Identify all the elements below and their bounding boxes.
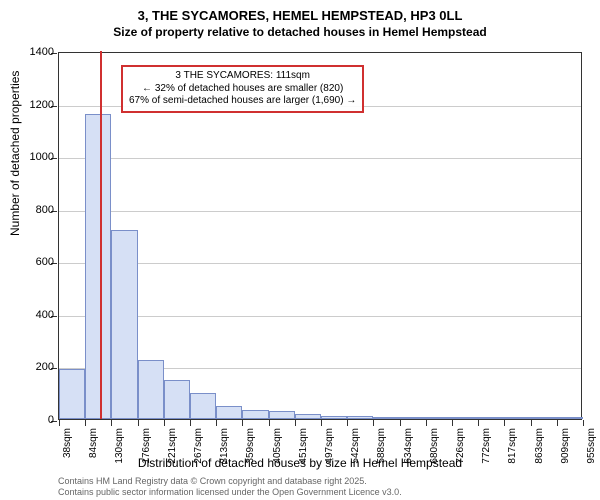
histogram-bar (59, 369, 85, 419)
annotation-line: ← 32% of detached houses are smaller (82… (129, 83, 356, 96)
y-tick-label: 600 (36, 256, 54, 268)
histogram-bar (426, 417, 452, 419)
histogram-bar (85, 114, 111, 419)
x-tick (321, 420, 322, 426)
highlight-line (100, 51, 102, 419)
x-tick-label: 313sqm (219, 428, 230, 468)
histogram-bar (531, 417, 557, 419)
x-tick (452, 420, 453, 426)
x-tick-label: 588sqm (376, 428, 387, 468)
histogram-bar (242, 410, 268, 419)
histogram-bar (400, 417, 426, 419)
histogram-bar (216, 406, 242, 419)
annotation-line: 3 THE SYCAMORES: 111sqm (129, 70, 356, 83)
histogram-bar (190, 393, 216, 419)
plot-area: 3 THE SYCAMORES: 111sqm← 32% of detached… (58, 52, 582, 420)
histogram-bar (557, 417, 583, 419)
y-tick-label: 400 (36, 309, 54, 321)
annotation-line: 67% of semi-detached houses are larger (… (129, 95, 356, 108)
histogram-bar (504, 417, 530, 419)
histogram-bar (295, 414, 321, 419)
x-tick (242, 420, 243, 426)
x-tick (478, 420, 479, 426)
x-tick (426, 420, 427, 426)
x-tick (557, 420, 558, 426)
histogram-bar (373, 417, 399, 419)
x-tick (373, 420, 374, 426)
x-tick (216, 420, 217, 426)
gridline (59, 158, 581, 159)
x-tick (138, 420, 139, 426)
x-tick-label: 451sqm (298, 428, 309, 468)
x-tick (347, 420, 348, 426)
x-tick (295, 420, 296, 426)
x-tick-label: 909sqm (560, 428, 571, 468)
x-tick (85, 420, 86, 426)
x-tick-label: 359sqm (245, 428, 256, 468)
y-tick-label: 1200 (30, 99, 54, 111)
x-tick-label: 726sqm (455, 428, 466, 468)
x-tick-label: 267sqm (193, 428, 204, 468)
gridline (59, 211, 581, 212)
x-tick (164, 420, 165, 426)
x-tick (111, 420, 112, 426)
footer-line-1: Contains HM Land Registry data © Crown c… (58, 476, 402, 487)
x-tick-label: 130sqm (114, 428, 125, 468)
x-tick-label: 817sqm (507, 428, 518, 468)
property-size-chart: 3, THE SYCAMORES, HEMEL HEMPSTEAD, HP3 0… (0, 0, 600, 500)
footer-line-2: Contains public sector information licen… (58, 487, 402, 498)
x-tick-label: 38sqm (62, 428, 73, 468)
annotation-box: 3 THE SYCAMORES: 111sqm← 32% of detached… (121, 65, 364, 113)
x-tick-label: 405sqm (272, 428, 283, 468)
chart-title-main: 3, THE SYCAMORES, HEMEL HEMPSTEAD, HP3 0… (0, 0, 600, 23)
chart-title-sub: Size of property relative to detached ho… (0, 23, 600, 43)
histogram-bar (347, 416, 373, 419)
x-tick (504, 420, 505, 426)
histogram-bar (111, 230, 137, 419)
y-tick-label: 1000 (30, 151, 54, 163)
histogram-bar (478, 417, 504, 419)
x-tick (190, 420, 191, 426)
histogram-bar (138, 360, 164, 419)
x-tick-label: 84sqm (88, 428, 99, 468)
x-tick-label: 680sqm (429, 428, 440, 468)
x-tick-label: 542sqm (350, 428, 361, 468)
x-tick (269, 420, 270, 426)
y-axis-title: Number of detached properties (8, 71, 22, 236)
x-tick-label: 955sqm (586, 428, 597, 468)
y-tick-label: 1400 (30, 46, 54, 58)
histogram-bar (452, 417, 478, 419)
x-tick-label: 863sqm (534, 428, 545, 468)
x-tick-label: 176sqm (141, 428, 152, 468)
x-tick-label: 497sqm (324, 428, 335, 468)
histogram-bar (164, 380, 190, 419)
y-tick-label: 200 (36, 361, 54, 373)
histogram-bar (321, 416, 347, 419)
x-tick-label: 772sqm (481, 428, 492, 468)
x-tick (59, 420, 60, 426)
x-tick (583, 420, 584, 426)
x-tick-label: 221sqm (167, 428, 178, 468)
y-tick-label: 800 (36, 204, 54, 216)
x-tick-label: 634sqm (403, 428, 414, 468)
y-tick-label: 0 (48, 414, 54, 426)
footer-note: Contains HM Land Registry data © Crown c… (58, 476, 402, 498)
x-tick (400, 420, 401, 426)
x-tick (531, 420, 532, 426)
histogram-bar (269, 411, 295, 419)
